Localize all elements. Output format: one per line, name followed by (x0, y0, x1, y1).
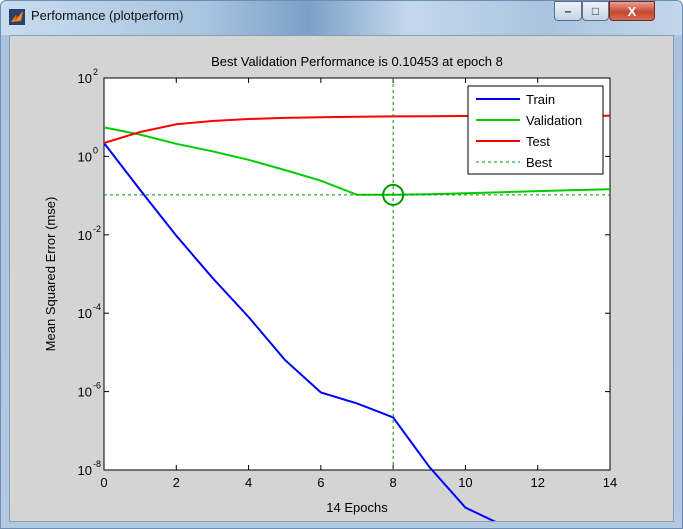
y-tick-label: 10 (78, 71, 92, 86)
y-tick-label: 10 (78, 385, 92, 400)
legend-label-test: Test (526, 134, 550, 149)
y-axis-label: Mean Squared Error (mse) (43, 197, 58, 352)
series-line-train (103, 142, 521, 529)
figure-area: 0 2 4 6 8 10 12 14 10 2 10 0 10 -2 10 -4 10 -6 10 -8 Train V… (9, 35, 674, 529)
y-tick-label: 10 (78, 149, 92, 164)
y-tick-label: 10 (78, 228, 92, 243)
legend: Train Validation Test Best (467, 85, 604, 175)
y-tick-label: 10 (78, 463, 92, 478)
minimize-icon: – (564, 4, 572, 18)
best-point-circle (382, 183, 405, 206)
maximize-button[interactable]: □ (582, 1, 609, 21)
minimize-button[interactable]: – (554, 1, 582, 21)
x-tick-label: 10 (458, 475, 472, 490)
matlab-icon (9, 9, 25, 25)
legend-label-best: Best (526, 155, 552, 170)
maximize-icon: □ (591, 4, 600, 18)
y-tick-exponent: -8 (93, 459, 101, 469)
x-tick-label: 6 (317, 475, 324, 490)
window-title: Performance (plotperform) (31, 8, 184, 23)
y-tick-exponent: 0 (93, 145, 98, 155)
x-tick-label: 14 (603, 475, 617, 490)
y-tick-exponent: -2 (93, 224, 101, 234)
close-button[interactable]: X (609, 1, 655, 21)
x-tick-label: 4 (245, 475, 252, 490)
x-axis-label: 14 Epochs (326, 500, 388, 515)
x-tick-label: 8 (390, 475, 397, 490)
title-bar[interactable]: Performance (plotperform) – □ X (1, 1, 682, 35)
y-tick-exponent: 2 (93, 67, 98, 77)
y-tick-label: 10 (78, 306, 92, 321)
x-tick-label: 2 (173, 475, 180, 490)
chart-title: Best Validation Performance is 0.10453 a… (211, 54, 503, 69)
legend-label-validation: Validation (526, 113, 582, 128)
x-tick-label: 0 (100, 475, 107, 490)
best-marker (104, 78, 610, 470)
legend-box (467, 85, 604, 175)
y-tick-exponent: -4 (93, 302, 101, 312)
legend-label-train: Train (526, 92, 555, 107)
close-icon: X (627, 3, 637, 19)
x-tick-label: 12 (530, 475, 544, 490)
y-tick-exponent: -6 (93, 381, 101, 391)
